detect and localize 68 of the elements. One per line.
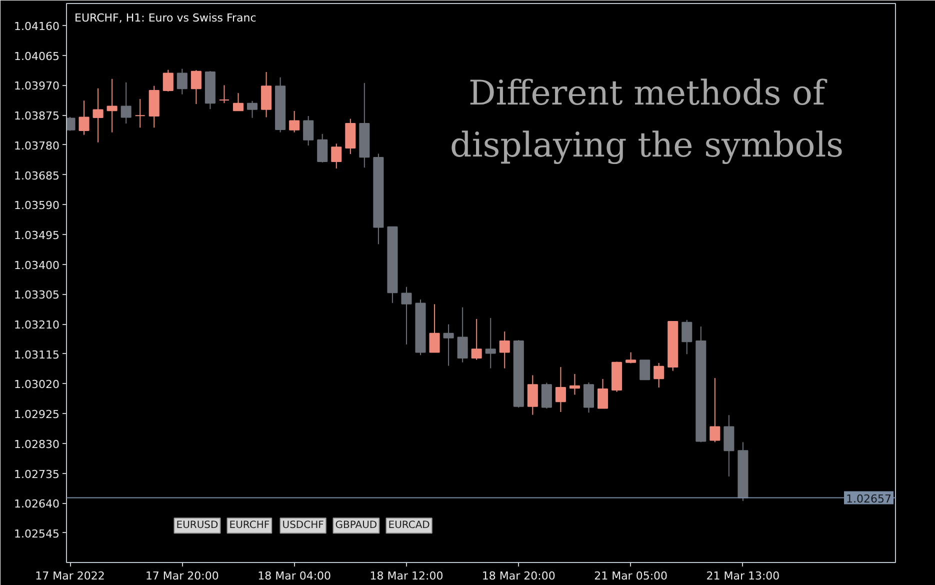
x-tick-label: 18 Mar 04:00: [258, 570, 332, 582]
candlestick: [443, 324, 454, 366]
y-tick-label: 1.02925: [14, 408, 60, 422]
y-tick-label: 1.04160: [14, 20, 60, 33]
candlestick: [261, 72, 272, 118]
candlestick: [190, 70, 202, 105]
x-tick-label: 17 Mar 2022: [35, 570, 105, 582]
candlestick: [569, 373, 580, 396]
candlestick: [331, 143, 342, 169]
y-tick-label: 1.03305: [14, 288, 60, 302]
y-tick-label: 1.02545: [14, 527, 60, 540]
x-tick-label: 18 Mar 20:00: [482, 570, 556, 582]
y-tick-label: 1.03780: [14, 139, 60, 152]
candlestick: [92, 88, 104, 143]
candlestick: [106, 78, 118, 133]
y-tick-label: 1.03210: [14, 318, 60, 332]
candlestick: [541, 382, 552, 410]
candlestick: [527, 374, 538, 416]
y-tick-label: 1.03495: [14, 228, 60, 242]
candlestick: [429, 304, 440, 353]
x-tick-label: 21 Mar 05:00: [594, 570, 668, 582]
y-tick-label: 1.03590: [14, 199, 60, 212]
candlestick: [654, 362, 664, 388]
candlestick: [626, 352, 636, 364]
candlestick: [471, 318, 482, 360]
candlestick: [218, 84, 230, 104]
annotation: EURCAD: [388, 520, 430, 532]
y-tick-label: 1.02640: [14, 498, 60, 511]
candlestick: [710, 378, 720, 443]
candlestick: [176, 68, 188, 95]
candlestick: [120, 82, 132, 124]
candlestick: [289, 110, 300, 133]
y-tick-label: 1.03685: [14, 169, 60, 182]
y-tick-label: 1.04065: [14, 50, 60, 63]
text: EURCHF, H1: Euro vs Swiss Franc: [74, 12, 256, 24]
candlestick: [555, 366, 566, 412]
annotation: USDCHF: [282, 520, 324, 532]
x-tick-label: 18 Mar 12:00: [370, 570, 444, 582]
y-tick-label: 1.03115: [14, 348, 60, 362]
candlestick: [499, 331, 510, 369]
y-tick-label: 1.03400: [14, 258, 60, 272]
candlestick: [317, 133, 328, 163]
x-tick-label: 21 Mar 13:00: [706, 570, 780, 582]
annotation: EURUSD: [176, 520, 219, 532]
annotation: GBPAUD: [335, 520, 378, 532]
y-tick-label: 1.02830: [14, 438, 60, 451]
candlestick: [162, 69, 174, 92]
candlestick: [303, 115, 314, 146]
y-tick-label: 1.03970: [14, 80, 60, 93]
text: Different methods of displaying the symbols: [450, 73, 844, 166]
candlestick: [134, 98, 146, 128]
candlestick: [485, 318, 496, 369]
candlestick: [724, 414, 734, 477]
candlestick: [640, 360, 650, 380]
y-tick-label: 1.03875: [14, 110, 60, 123]
candlestick: [457, 306, 468, 363]
candlestick: [247, 100, 258, 118]
y-tick-label: 1.02735: [14, 468, 60, 481]
candlestick: [597, 378, 608, 409]
candlestick: [583, 382, 594, 414]
candlestick: [232, 92, 244, 112]
annotation: EURCHF: [229, 520, 270, 532]
candlestick: [401, 286, 412, 345]
x-tick-label: 17 Mar 20:00: [145, 570, 219, 582]
candlestick: [78, 100, 90, 136]
candlestick: [682, 319, 692, 355]
y-tick-label: 1.03020: [14, 378, 60, 392]
ref-line-label: 1.02657: [846, 492, 892, 506]
